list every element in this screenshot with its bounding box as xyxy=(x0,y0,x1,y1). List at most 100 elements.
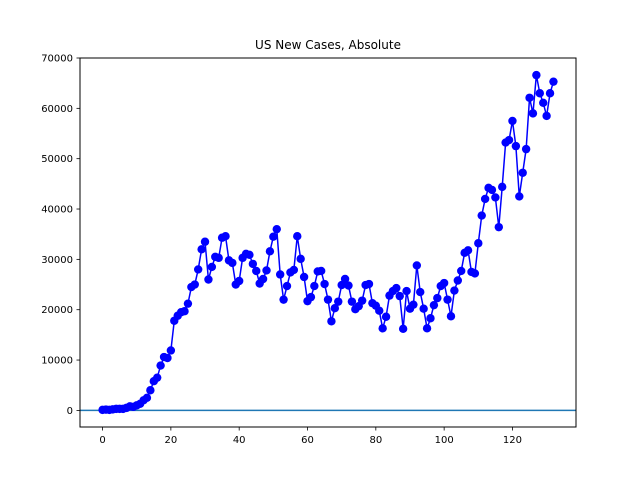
x-tick-label: 60 xyxy=(301,435,314,446)
data-point xyxy=(487,185,497,195)
data-point xyxy=(320,279,329,289)
x-axis: 0 20 40 60 80 100 120 xyxy=(99,427,522,446)
data-point xyxy=(453,276,463,285)
data-point xyxy=(262,266,271,275)
data-point xyxy=(409,300,418,309)
data-point xyxy=(463,246,473,255)
data-point xyxy=(306,292,316,302)
y-axis: 0 10000 20000 30000 40000 50000 60000 70000 xyxy=(41,54,80,417)
data-point xyxy=(422,324,432,333)
x-tick-label: 40 xyxy=(233,435,246,446)
data-point xyxy=(272,224,281,234)
y-tick-label: 10000 xyxy=(41,356,73,367)
y-tick-label: 20000 xyxy=(41,305,73,316)
x-tick-label: 100 xyxy=(435,435,454,446)
y-tick-label: 40000 xyxy=(41,205,73,216)
data-point xyxy=(327,317,336,326)
data-point xyxy=(426,314,435,323)
data-point xyxy=(398,324,408,334)
data-point xyxy=(549,77,558,86)
data-point xyxy=(183,299,193,308)
data-point xyxy=(214,253,223,263)
data-point xyxy=(207,262,217,272)
data-point xyxy=(392,283,401,293)
data-point xyxy=(279,295,288,304)
data-point xyxy=(252,266,261,276)
data-point xyxy=(200,237,210,246)
data-point xyxy=(542,111,551,121)
data-point xyxy=(296,254,305,264)
data-point xyxy=(289,265,299,275)
y-tick-label: 60000 xyxy=(41,104,73,115)
y-tick-label: 0 xyxy=(67,406,73,417)
data-point xyxy=(334,297,343,306)
data-point xyxy=(412,261,422,270)
data-point xyxy=(491,193,500,202)
data-point xyxy=(443,295,452,304)
data-point xyxy=(299,272,309,282)
data-point xyxy=(228,258,237,268)
data-point xyxy=(545,89,555,98)
data-point xyxy=(528,109,538,118)
data-point xyxy=(511,141,521,151)
data-point xyxy=(234,276,244,286)
chart-title: US New Cases, Absolute xyxy=(255,38,401,52)
data-point xyxy=(163,353,172,363)
y-tick-label: 50000 xyxy=(41,154,73,165)
data-point xyxy=(197,245,206,254)
data-point xyxy=(293,232,302,241)
data-point xyxy=(166,346,176,355)
x-tick-label: 80 xyxy=(369,435,382,446)
data-point xyxy=(498,182,507,192)
data-point xyxy=(494,222,503,232)
x-tick-label: 0 xyxy=(99,435,105,446)
plot-area xyxy=(80,70,576,415)
data-point xyxy=(310,281,319,291)
data-point xyxy=(156,361,165,370)
data-point xyxy=(190,280,199,289)
data-point xyxy=(265,247,275,256)
data-point xyxy=(504,135,514,145)
data-point xyxy=(357,296,367,305)
data-point xyxy=(429,300,439,310)
data-point xyxy=(340,274,350,284)
data-point xyxy=(193,265,203,274)
data-point xyxy=(470,269,480,278)
data-point xyxy=(539,98,548,108)
data-point xyxy=(221,232,230,241)
data-point xyxy=(375,306,384,315)
data-point xyxy=(525,93,534,102)
data-point xyxy=(535,89,544,98)
data-point xyxy=(395,291,404,301)
data-point xyxy=(477,211,486,220)
data-point xyxy=(433,293,442,303)
data-point xyxy=(364,279,374,289)
y-tick-label: 70000 xyxy=(41,54,73,65)
data-point xyxy=(248,259,258,269)
data-point xyxy=(245,250,254,260)
data-point xyxy=(474,239,483,248)
data-point xyxy=(153,373,162,382)
data-point xyxy=(439,278,449,288)
x-tick-label: 20 xyxy=(164,435,177,446)
data-point xyxy=(204,275,213,284)
data-point xyxy=(258,274,268,284)
data-point xyxy=(402,286,411,296)
data-point xyxy=(330,304,340,313)
data-point xyxy=(480,194,490,204)
data-point xyxy=(518,168,527,177)
data-point xyxy=(269,232,278,241)
data-point xyxy=(381,312,391,321)
data-point xyxy=(457,266,466,276)
data-point xyxy=(378,324,387,333)
data-point xyxy=(146,386,155,395)
plot-frame xyxy=(79,57,577,428)
data-point xyxy=(282,281,292,291)
x-tick-label: 120 xyxy=(503,435,522,446)
data-point xyxy=(275,270,285,279)
data-point xyxy=(419,304,428,313)
data-point xyxy=(446,312,456,321)
y-tick-label: 30000 xyxy=(41,255,73,266)
